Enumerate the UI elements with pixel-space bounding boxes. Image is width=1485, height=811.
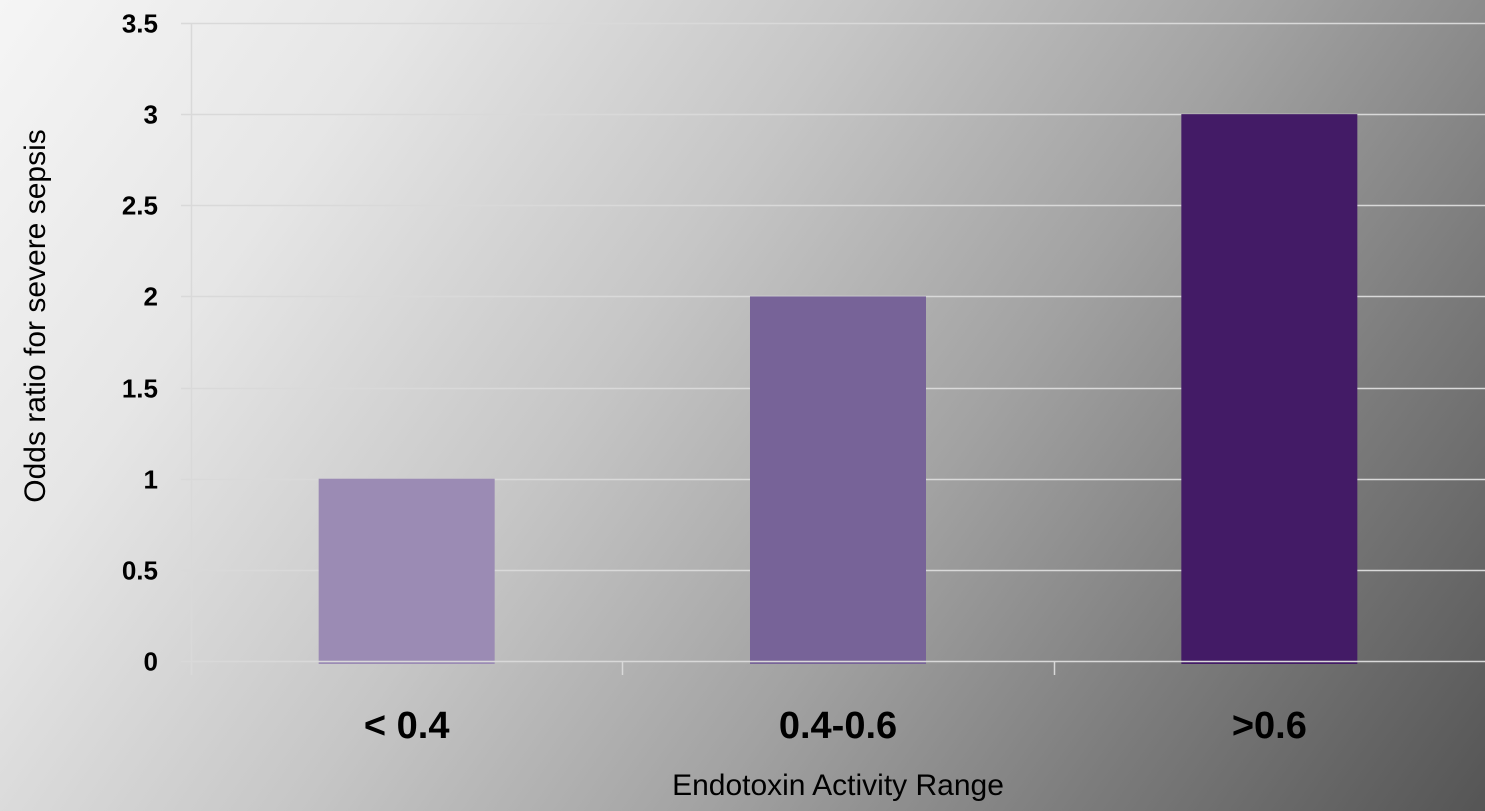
y-tick-label: 1: [144, 465, 158, 495]
y-tick-label: 2: [144, 282, 158, 312]
y-axis-title: Odds ratio for severe sepsis: [19, 129, 52, 503]
y-tick-label: 3: [144, 100, 158, 130]
y-tick-label: 0.5: [122, 556, 158, 586]
x-tick-label: >0.6: [1232, 705, 1307, 747]
x-tick-label: < 0.4: [364, 705, 450, 747]
x-tick-label: 0.4-0.6: [779, 705, 897, 747]
y-tick-label: 3.5: [122, 9, 158, 39]
y-tick-label: 2.5: [122, 191, 158, 221]
bar: [750, 296, 926, 664]
bars: [318, 114, 1358, 664]
y-tick-label: 1.5: [122, 374, 158, 404]
bar: [1181, 114, 1358, 664]
axes: 0 0.5 1 1.5 2 2.5 3 3.5 < 0.4 0.4-0.6 >0.6: [122, 9, 1485, 747]
bar: [318, 478, 495, 664]
x-axis-title: Endotoxin Activity Range: [672, 769, 1004, 802]
y-tick-label: 0: [144, 647, 158, 677]
